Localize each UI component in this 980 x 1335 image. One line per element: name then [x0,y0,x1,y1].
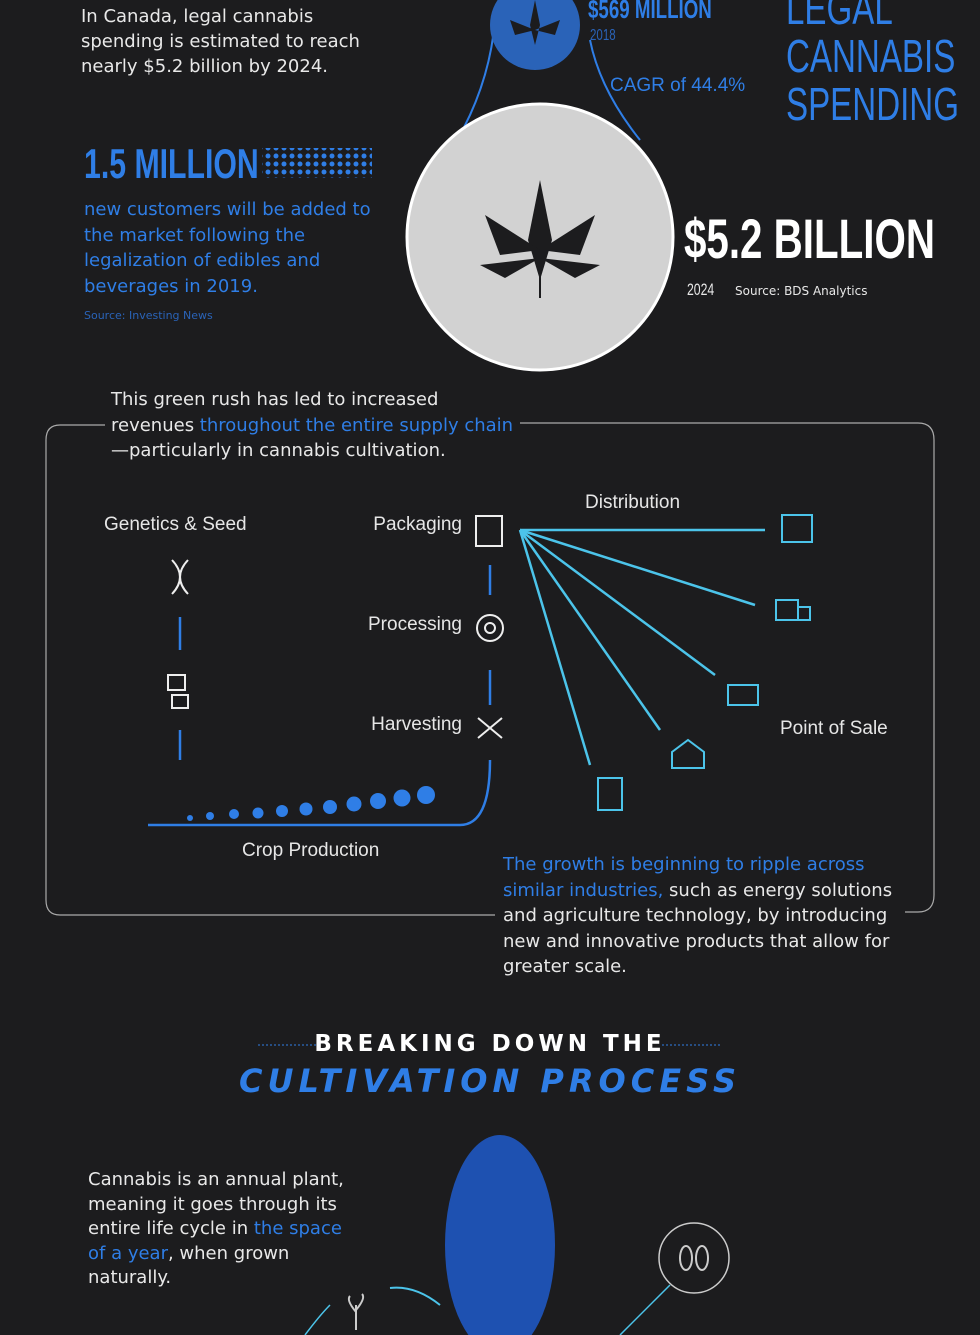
dna-icon [171,559,181,595]
cultivation-heading-1: BREAKING DOWN THE [314,1031,666,1057]
cultivation-text: Cannabis is an annual plant, meaning it … [88,1169,344,1288]
customers-text: new customers will be added to the marke… [84,199,371,297]
warehouse-icon [671,738,705,769]
store-icon [781,514,813,543]
seed-icon [679,1245,709,1271]
stage-packaging: Packaging [373,514,462,535]
end-year: 2024 [687,280,715,299]
mail-icon [727,684,759,706]
spending-source: Source: BDS Analytics [735,284,868,298]
stage-point-of-sale: Point of Sale [780,718,888,739]
gear-icon [476,614,504,642]
stage-distribution: Distribution [585,492,681,513]
seed-planting-icon [167,674,189,709]
stage-genetics: Genetics & Seed [104,514,247,535]
cultivation-heading-2: CULTIVATION PROCESS [238,1062,742,1100]
end-value: $5.2 BILLION [684,207,935,270]
start-value: $569 MILLION [588,0,712,24]
start-year: 2018 [590,27,616,44]
spending-title-line: LEGAL [786,0,893,34]
packaging-icon [475,515,503,547]
customers-source: Source: Investing News [84,309,213,322]
intro-text: In Canada, legal cannabis spending is es… [81,6,360,77]
plant-growth-icons [187,786,435,821]
stage-harvesting: Harvesting [371,714,462,735]
customers-value: 1.5 MILLION [84,140,259,187]
cannabis-leaf-icon [480,180,600,298]
cannabis-plant-image [445,1135,555,1335]
frame [45,424,495,916]
supply-chain-intro: This green rush has led to increased rev… [111,389,514,461]
cagr-label: CAGR of 44.4% [610,75,746,96]
cannabis-leaf-icon [510,0,560,45]
stage-processing: Processing [368,614,462,635]
spending-title-line: CANNABIS [786,30,956,82]
mobile-store-icon [597,777,623,811]
truck-icon [775,599,799,621]
people-icons [262,148,372,178]
supply-chain-outro: The growth is beginning to ripple across… [503,854,893,977]
spending-title: LEGAL CANNABIS SPENDING [786,0,959,128]
sprout-icon [347,1293,365,1330]
stage-crop: Crop Production [242,840,380,861]
spending-title-line: SPENDING [786,78,959,130]
scissors-icon [477,717,503,739]
